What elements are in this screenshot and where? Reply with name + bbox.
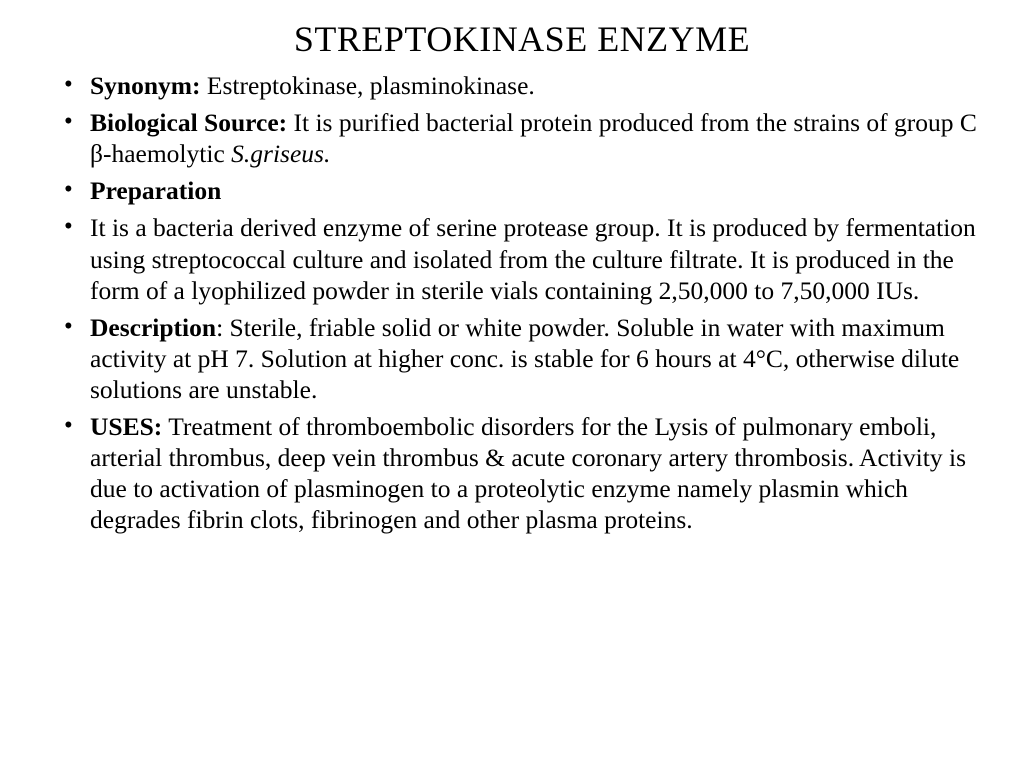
item-text: It is a bacteria derived enzyme of serin… — [90, 213, 976, 304]
item-label: USES: — [90, 412, 162, 441]
item-text: Treatment of thromboembolic disorders fo… — [90, 412, 966, 534]
bullet-list: Synonym: Estreptokinase, plasminokinase.… — [60, 70, 984, 536]
item-label: Description — [90, 313, 216, 342]
item-label: Synonym: — [90, 71, 201, 100]
item-italic: S.griseus. — [231, 139, 330, 168]
list-item: Biological Source: It is purified bacter… — [60, 107, 984, 169]
list-item: It is a bacteria derived enzyme of serin… — [60, 212, 984, 305]
item-label: Preparation — [90, 176, 221, 205]
page-title: STREPTOKINASE ENZYME — [60, 18, 984, 60]
list-item: Description: Sterile, friable solid or w… — [60, 312, 984, 405]
list-item: Synonym: Estreptokinase, plasminokinase. — [60, 70, 984, 101]
list-item: USES: Treatment of thromboembolic disord… — [60, 411, 984, 535]
item-label: Biological Source: — [90, 108, 287, 137]
item-text: Estreptokinase, plasminokinase. — [201, 71, 535, 100]
item-text: : Sterile, friable solid or white powder… — [90, 313, 959, 404]
list-item: Preparation — [60, 175, 984, 206]
